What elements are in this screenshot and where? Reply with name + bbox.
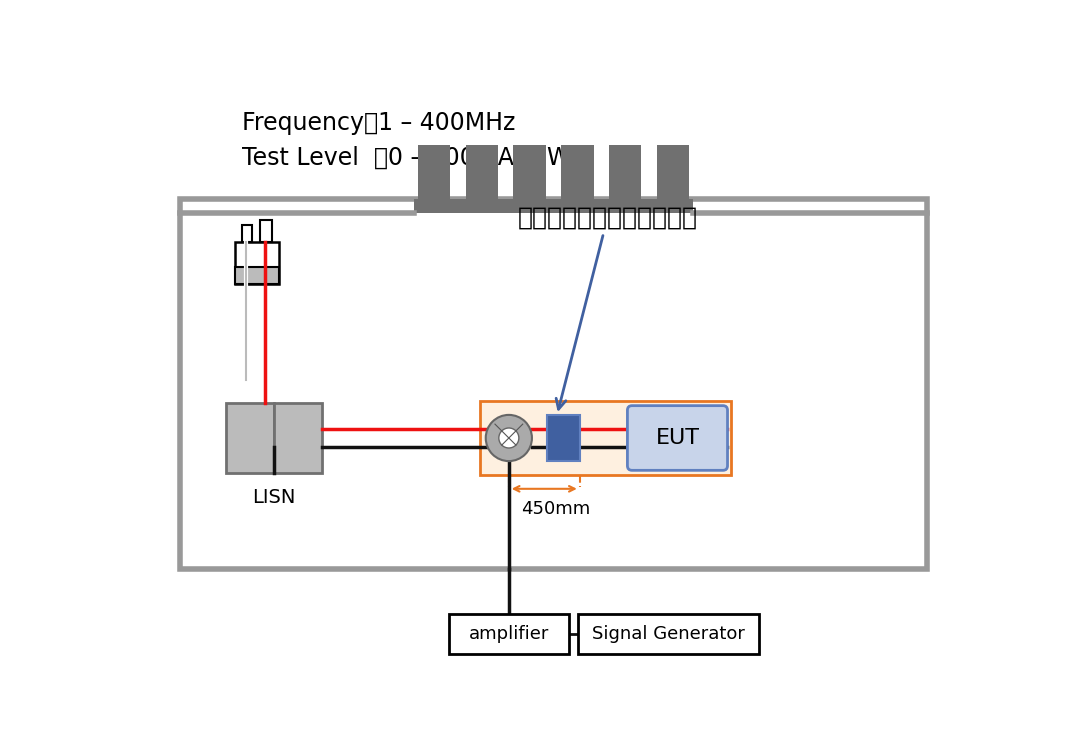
Text: Test Level  ：0 – 200mA (CW): Test Level ：0 – 200mA (CW) xyxy=(242,145,579,169)
Bar xyxy=(260,220,272,242)
Text: 450mm: 450mm xyxy=(522,500,591,519)
Bar xyxy=(226,404,274,472)
Bar xyxy=(180,200,927,569)
Bar xyxy=(274,404,322,472)
Text: Frequency：1 – 400MHz: Frequency：1 – 400MHz xyxy=(242,110,515,135)
Bar xyxy=(609,145,642,200)
Bar xyxy=(481,401,730,475)
Text: Signal Generator: Signal Generator xyxy=(592,624,745,643)
FancyBboxPatch shape xyxy=(627,406,728,470)
Bar xyxy=(548,415,580,461)
Bar xyxy=(562,145,594,200)
Text: LISN: LISN xyxy=(253,488,296,507)
Bar xyxy=(414,200,693,213)
Bar xyxy=(234,242,280,284)
Bar xyxy=(242,225,252,242)
Bar xyxy=(465,145,498,200)
Text: amplifier: amplifier xyxy=(469,624,549,643)
Text: 安装了共模拼流线圈的基板: 安装了共模拼流线圈的基板 xyxy=(517,206,698,409)
Text: EUT: EUT xyxy=(656,428,700,448)
Bar xyxy=(657,145,689,200)
Bar xyxy=(513,145,545,200)
Bar xyxy=(449,614,568,654)
Bar xyxy=(234,267,280,284)
Circle shape xyxy=(486,415,532,461)
Bar xyxy=(578,614,759,654)
Circle shape xyxy=(499,428,518,448)
Bar xyxy=(418,145,450,200)
